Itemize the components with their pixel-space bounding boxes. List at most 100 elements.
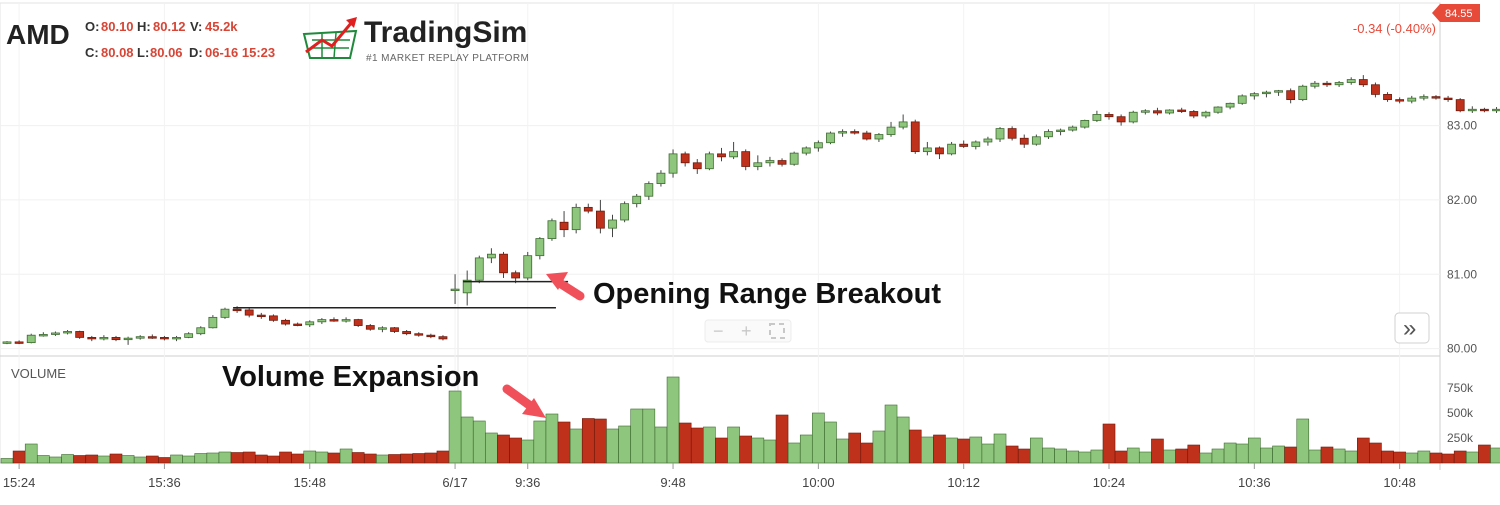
candle-body <box>729 151 738 158</box>
candle-body <box>971 141 981 147</box>
volume-bar <box>1260 447 1273 464</box>
candle-body <box>922 147 932 153</box>
candle <box>583 203 593 214</box>
candle <box>935 146 944 160</box>
volume-bar <box>37 455 50 464</box>
candle <box>1467 106 1477 113</box>
candle <box>1383 92 1392 102</box>
fullscreen-icon[interactable] <box>769 323 785 339</box>
candle-body <box>1274 90 1283 93</box>
volume-bar <box>1139 451 1152 464</box>
volume-axis-ticks: 250k 500k 750k <box>1447 381 1474 445</box>
candle-body <box>559 221 569 231</box>
logo-tagline: #1 MARKET REPLAY PLATFORM <box>366 53 529 64</box>
candle <box>1298 84 1308 102</box>
candle-body <box>244 309 254 316</box>
candle <box>983 136 993 146</box>
time-tick-label: 15:48 <box>293 475 326 490</box>
logo-name: TradingSim <box>364 16 527 49</box>
time-tick-label: 9:36 <box>515 475 540 490</box>
volume-bar <box>109 453 123 464</box>
candle <box>898 114 908 130</box>
volume-bar <box>775 414 789 464</box>
candle <box>862 130 872 141</box>
zoom-out-button[interactable]: − <box>713 321 724 341</box>
volume-bar <box>1235 443 1249 464</box>
candle <box>850 129 860 135</box>
volume-bar <box>12 450 26 464</box>
volume-tick-label: 250k <box>1447 431 1474 445</box>
candle <box>499 251 508 278</box>
candle-body <box>414 333 424 336</box>
volume-bar <box>751 437 765 464</box>
candle <box>1201 110 1211 119</box>
candle <box>995 127 1005 142</box>
volume-bar <box>158 457 171 464</box>
volume-bar <box>715 437 728 464</box>
candle <box>196 326 206 336</box>
candle <box>172 335 181 342</box>
candle <box>1213 106 1223 114</box>
candle-body <box>995 128 1005 140</box>
candle-body <box>1056 129 1065 132</box>
candle-body <box>426 334 436 338</box>
candle <box>317 318 327 325</box>
candle <box>1480 107 1489 113</box>
volume-bar <box>448 390 462 464</box>
zoom-in-button[interactable]: + <box>741 321 752 341</box>
volume-bar <box>1272 445 1285 464</box>
candle-body <box>801 147 811 154</box>
candle <box>486 248 496 264</box>
volume-bar <box>267 455 280 464</box>
candle <box>63 329 72 335</box>
volume-bar <box>1102 423 1116 464</box>
volume-bar <box>1478 444 1491 464</box>
volume-bar <box>485 432 498 464</box>
volume-bar <box>170 454 183 464</box>
volume-bar <box>1187 444 1201 464</box>
candle-body <box>87 337 97 340</box>
candle <box>450 274 460 304</box>
candle <box>1371 82 1380 98</box>
volume-bar <box>848 432 862 464</box>
ohlc-date-value: 06-16 15:23 <box>205 45 275 60</box>
candle-body <box>1189 111 1199 117</box>
volume-bar <box>1078 451 1092 464</box>
candle <box>680 151 690 167</box>
ohlc-close-value: 80.08 <box>101 45 134 60</box>
candle <box>51 331 60 336</box>
candle <box>293 322 303 327</box>
volume-bar <box>1042 447 1055 464</box>
candle-body <box>1092 114 1102 121</box>
candle-body <box>232 308 242 312</box>
candle <box>523 251 533 281</box>
candle-body <box>1407 97 1417 102</box>
candle-body <box>1201 111 1211 117</box>
candle-body <box>1492 108 1500 112</box>
candle-body <box>474 257 484 281</box>
candle-body <box>450 288 460 292</box>
volume-bar <box>896 416 910 464</box>
scroll-right-button[interactable]: » <box>1394 312 1430 344</box>
candle <box>1322 81 1332 87</box>
price-axis-ticks: 80.00 81.00 82.00 83.00 <box>1447 119 1477 356</box>
price-tick-label: 80.00 <box>1447 342 1477 356</box>
volume-bar <box>436 450 450 464</box>
candle-body <box>511 272 521 279</box>
candle <box>462 270 472 306</box>
volume-bar <box>945 437 958 464</box>
volume-bar <box>182 455 195 464</box>
candle <box>1080 119 1090 129</box>
candle <box>220 307 230 319</box>
candle-body <box>220 308 230 318</box>
volume-bar <box>993 433 1007 464</box>
candle <box>801 146 811 156</box>
volume-bar <box>545 413 559 464</box>
volume-bar <box>291 453 304 464</box>
candle <box>959 140 969 148</box>
candle <box>438 335 448 341</box>
candle <box>753 155 763 171</box>
candle-body <box>1358 79 1368 86</box>
candle <box>1177 107 1187 113</box>
